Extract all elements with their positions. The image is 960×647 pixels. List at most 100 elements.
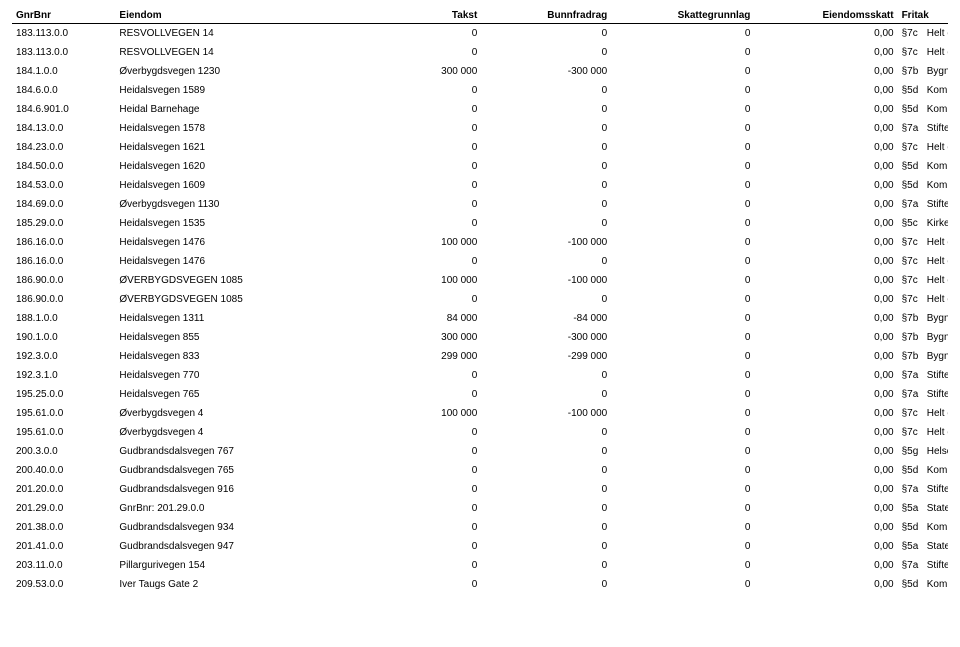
cell-eiendomsskatt: 0,00 — [754, 480, 897, 499]
cell-eiendomsskatt: 0,00 — [754, 233, 897, 252]
cell-eiendomsskatt: 0,00 — [754, 62, 897, 81]
cell-eiendomsskatt: 0,00 — [754, 518, 897, 537]
cell-skattegrunnlag: 0 — [611, 214, 754, 233]
cell-fritak-desc: Helt eller delvis bolig (inntil 20 år) — [923, 423, 948, 442]
table-row: 185.29.0.0Heidalsvegen 15350000,00§5cKir… — [12, 214, 948, 233]
table-row: 195.61.0.0Øverbygdsvegen 40000,00§7cHelt… — [12, 423, 948, 442]
cell-eiendom: Øverbygdsvegen 1130 — [115, 195, 351, 214]
cell-eiendom: Heidalsvegen 833 — [115, 347, 351, 366]
cell-skattegrunnlag: 0 — [611, 480, 754, 499]
cell-fritak-code: §5a — [898, 499, 923, 518]
cell-fritak-desc: Helt eller delvis bolig (inntil 20 år) — [923, 290, 948, 309]
header-eiendom: Eiendom — [115, 8, 351, 24]
table-row: 209.53.0.0Iver Taugs Gate 20000,00§5dKom… — [12, 575, 948, 594]
cell-gnr: 183.113.0.0 — [12, 24, 115, 44]
cell-skattegrunnlag: 0 — [611, 43, 754, 62]
cell-eiendomsskatt: 0,00 — [754, 290, 897, 309]
table-row: 201.29.0.0GnrBnr: 201.29.0.00000,00§5aSt… — [12, 499, 948, 518]
cell-fritak-code: §5d — [898, 100, 923, 119]
cell-fritak-code: §5d — [898, 518, 923, 537]
cell-eiendom: Heidal Barnehage — [115, 100, 351, 119]
table-row: 200.3.0.0Gudbrandsdalsvegen 7670000,00§5… — [12, 442, 948, 461]
cell-fritak-desc: Kirker/trossamfunn — [923, 214, 948, 233]
cell-bunnfradrag: 0 — [481, 176, 611, 195]
cell-gnr: 195.25.0.0 — [12, 385, 115, 404]
cell-fritak-desc: Helt eller delvis bolig (inntil 20 år) — [923, 24, 948, 44]
cell-skattegrunnlag: 0 — [611, 195, 754, 214]
cell-takst: 0 — [351, 176, 481, 195]
cell-skattegrunnlag: 0 — [611, 309, 754, 328]
cell-fritak-code: §7c — [898, 252, 923, 271]
cell-eiendom: Øverbygdsvegen 4 — [115, 404, 351, 423]
cell-skattegrunnlag: 0 — [611, 119, 754, 138]
cell-bunnfradrag: 0 — [481, 24, 611, 44]
cell-eiendom: Heidalsvegen 1476 — [115, 233, 351, 252]
cell-eiendom: Heidalsvegen 1621 — [115, 138, 351, 157]
cell-eiendomsskatt: 0,00 — [754, 309, 897, 328]
cell-skattegrunnlag: 0 — [611, 290, 754, 309]
cell-gnr: 200.3.0.0 — [12, 442, 115, 461]
cell-fritak-desc: Helt eller delvis bolig (inntil 20 år) — [923, 404, 948, 423]
cell-bunnfradrag: -299 000 — [481, 347, 611, 366]
cell-fritak-code: §5a — [898, 537, 923, 556]
cell-gnr: 201.20.0.0 — [12, 480, 115, 499]
cell-fritak-code: §7c — [898, 138, 923, 157]
cell-gnr: 184.6.901.0 — [12, 100, 115, 119]
cell-eiendomsskatt: 0,00 — [754, 537, 897, 556]
cell-bunnfradrag: 0 — [481, 537, 611, 556]
table-row: 184.53.0.0Heidalsvegen 16090000,00§5dKom… — [12, 176, 948, 195]
cell-gnr: 190.1.0.0 — [12, 328, 115, 347]
cell-skattegrunnlag: 0 — [611, 461, 754, 480]
cell-skattegrunnlag: 0 — [611, 537, 754, 556]
cell-eiendomsskatt: 0,00 — [754, 499, 897, 518]
cell-fritak-code: §7a — [898, 366, 923, 385]
cell-eiendomsskatt: 0,00 — [754, 423, 897, 442]
cell-takst: 0 — [351, 138, 481, 157]
cell-gnr: 184.50.0.0 — [12, 157, 115, 176]
cell-eiendom: ØVERBYGDSVEGEN 1085 — [115, 271, 351, 290]
cell-gnr: 192.3.1.0 — [12, 366, 115, 385]
cell-skattegrunnlag: 0 — [611, 423, 754, 442]
table-row: 184.6.0.0Heidalsvegen 15890000,00§5dKomm… — [12, 81, 948, 100]
header-bunnfradrag: Bunnfradrag — [481, 8, 611, 24]
cell-takst: 0 — [351, 119, 481, 138]
cell-fritak-code: §7c — [898, 404, 923, 423]
cell-fritak-desc: Stiftelse/institusjon — [923, 480, 948, 499]
cell-eiendom: GnrBnr: 201.29.0.0 — [115, 499, 351, 518]
cell-bunnfradrag: 0 — [481, 556, 611, 575]
cell-bunnfradrag: 0 — [481, 442, 611, 461]
table-row: 192.3.0.0Heidalsvegen 833299 000-299 000… — [12, 347, 948, 366]
cell-fritak-desc: Helt eller delvis bolig (inntil 20 år) — [923, 43, 948, 62]
cell-eiendomsskatt: 0,00 — [754, 214, 897, 233]
cell-fritak-code: §7c — [898, 423, 923, 442]
cell-bunnfradrag: -100 000 — [481, 271, 611, 290]
cell-eiendom: RESVOLLVEGEN 14 — [115, 24, 351, 44]
header-row: GnrBnr Eiendom Takst Bunnfradrag Skatteg… — [12, 8, 948, 24]
cell-takst: 100 000 — [351, 233, 481, 252]
cell-fritak-code: §7c — [898, 24, 923, 44]
cell-fritak-code: §5d — [898, 575, 923, 594]
cell-eiendom: Gudbrandsdalsvegen 916 — [115, 480, 351, 499]
cell-takst: 300 000 — [351, 62, 481, 81]
table-row: 184.69.0.0Øverbygdsvegen 11300000,00§7aS… — [12, 195, 948, 214]
cell-bunnfradrag: 0 — [481, 214, 611, 233]
cell-fritak-code: §5d — [898, 461, 923, 480]
cell-skattegrunnlag: 0 — [611, 385, 754, 404]
cell-bunnfradrag: 0 — [481, 81, 611, 100]
cell-eiendomsskatt: 0,00 — [754, 157, 897, 176]
cell-fritak-code: §5g — [898, 442, 923, 461]
table-row: 186.90.0.0ØVERBYGDSVEGEN 1085100 000-100… — [12, 271, 948, 290]
cell-fritak-code: §7b — [898, 309, 923, 328]
cell-gnr: 183.113.0.0 — [12, 43, 115, 62]
cell-fritak-desc: Statens eiendommer — [923, 499, 948, 518]
table-row: 201.38.0.0Gudbrandsdalsvegen 9340000,00§… — [12, 518, 948, 537]
table-row: 184.50.0.0Heidalsvegen 16200000,00§5dKom… — [12, 157, 948, 176]
cell-eiendom: Heidalsvegen 1535 — [115, 214, 351, 233]
cell-gnr: 195.61.0.0 — [12, 423, 115, 442]
cell-takst: 0 — [351, 81, 481, 100]
cell-fritak-code: §7a — [898, 385, 923, 404]
cell-skattegrunnlag: 0 — [611, 81, 754, 100]
cell-bunnfradrag: -300 000 — [481, 62, 611, 81]
cell-eiendomsskatt: 0,00 — [754, 404, 897, 423]
cell-gnr: 184.1.0.0 — [12, 62, 115, 81]
